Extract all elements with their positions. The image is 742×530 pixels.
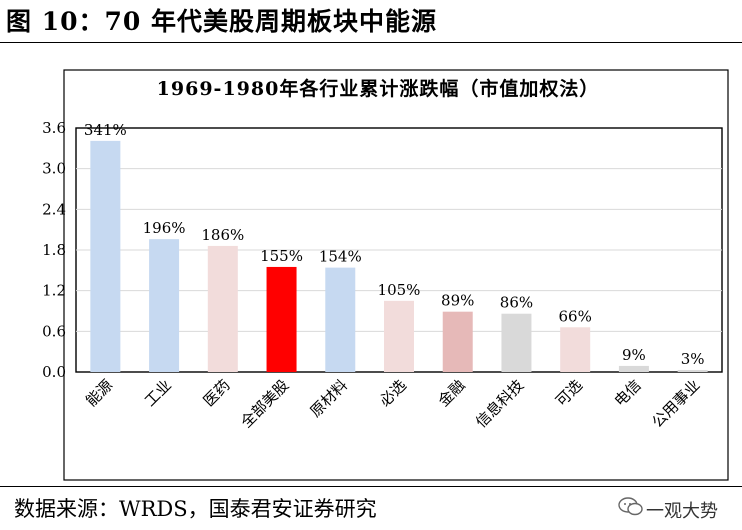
x-category-label: 全部美股 bbox=[237, 376, 292, 431]
bar-8 bbox=[501, 313, 532, 372]
top-divider bbox=[0, 42, 742, 43]
bar-3 bbox=[207, 245, 238, 372]
wechat-icon bbox=[618, 497, 643, 516]
bar-11 bbox=[677, 369, 708, 372]
source-note: 数据来源：WRDS，国泰君安证券研究 bbox=[14, 497, 377, 521]
x-category-label: 工业 bbox=[141, 376, 175, 410]
bottom-divider bbox=[0, 486, 742, 487]
bar-chart: 1969-1980年各行业累计涨跌幅（市值加权法） 0.0 0.6 1.2 1.8 2.… bbox=[42, 69, 729, 481]
watermark-text: 一观大势 bbox=[646, 501, 718, 522]
data-label: 9% bbox=[622, 346, 646, 364]
y-axis-ticks: 0.0 0.6 1.2 1.8 2.4 3.0 3.6 bbox=[42, 119, 66, 381]
bar-7 bbox=[442, 311, 473, 372]
y-tick-label: 1.2 bbox=[42, 282, 66, 300]
data-label: 3% bbox=[681, 350, 705, 368]
data-labels: 341% 196% 186% 155% 154% 105% 89% 86% 66% 9% 3% bbox=[84, 121, 705, 368]
data-label: 155% bbox=[260, 247, 303, 265]
chart-frame bbox=[63, 69, 729, 481]
x-category-label: 公用事业 bbox=[648, 376, 703, 431]
bars bbox=[90, 140, 708, 372]
data-label: 196% bbox=[143, 219, 186, 237]
y-tick-label: 1.8 bbox=[42, 241, 66, 259]
data-label: 341% bbox=[84, 121, 127, 139]
x-category-label: 金融 bbox=[435, 376, 469, 410]
y-tick-label: 0.6 bbox=[42, 322, 66, 340]
y-tick-label: 2.4 bbox=[42, 200, 66, 218]
x-category-label: 医药 bbox=[200, 376, 234, 410]
data-label: 86% bbox=[500, 294, 533, 312]
x-category-label: 能源 bbox=[82, 376, 116, 410]
bar-9 bbox=[560, 327, 591, 372]
figure-title: 图 10：70 年代美股周期板块中能源 bbox=[6, 7, 437, 36]
bar-6 bbox=[384, 300, 414, 372]
bar-2 bbox=[149, 239, 180, 372]
data-label: 66% bbox=[559, 307, 592, 325]
data-label: 154% bbox=[319, 248, 362, 266]
x-category-label: 电信 bbox=[611, 376, 645, 410]
bar-1 bbox=[90, 140, 121, 372]
watermark: 一观大势 bbox=[616, 494, 738, 524]
bar-4 bbox=[266, 266, 297, 372]
bar-10 bbox=[618, 365, 649, 372]
y-tick-label: 3.0 bbox=[42, 160, 66, 178]
y-tick-label: 0.0 bbox=[42, 363, 66, 381]
x-category-label: 原材料 bbox=[307, 376, 352, 421]
data-label: 186% bbox=[201, 226, 244, 244]
x-category-label: 必选 bbox=[376, 376, 410, 410]
x-category-label: 可选 bbox=[552, 376, 586, 410]
chart-title: 1969-1980年各行业累计涨跌幅（市值加权法） bbox=[157, 77, 600, 100]
x-axis-categories: 能源 工业 医药 全部美股 原材料 必选 金融 信息科技 可选 电信 公用事业 bbox=[82, 376, 703, 431]
x-category-label: 信息科技 bbox=[472, 376, 527, 431]
y-tick-label: 3.6 bbox=[42, 119, 66, 137]
bar-5 bbox=[325, 267, 356, 372]
data-label: 105% bbox=[378, 281, 421, 299]
data-label: 89% bbox=[441, 292, 474, 310]
